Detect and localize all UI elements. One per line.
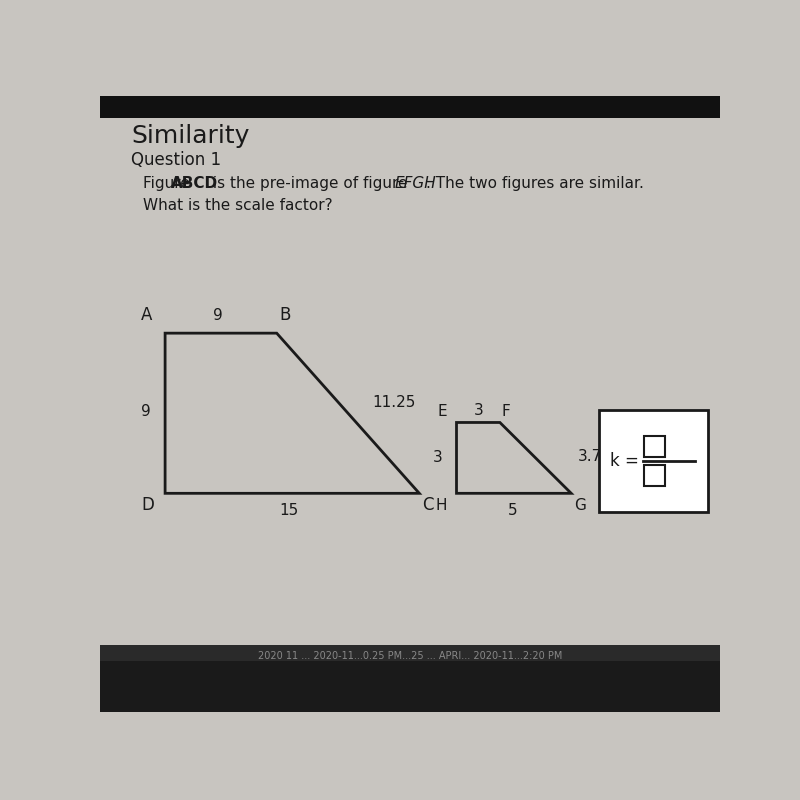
Text: What is the scale factor?: What is the scale factor? (143, 198, 333, 213)
Text: 9: 9 (141, 404, 151, 419)
Text: Figure: Figure (143, 176, 195, 191)
Text: . The two figures are similar.: . The two figures are similar. (426, 176, 643, 191)
Text: is the pre-image of figure: is the pre-image of figure (209, 176, 413, 191)
FancyBboxPatch shape (644, 465, 666, 486)
Text: 11.25: 11.25 (373, 394, 416, 410)
Text: 3.75: 3.75 (578, 449, 611, 464)
Text: 9: 9 (213, 308, 222, 322)
Text: Question 1: Question 1 (131, 151, 221, 170)
Text: EFGH: EFGH (394, 176, 436, 191)
Text: B: B (280, 306, 291, 324)
FancyBboxPatch shape (100, 96, 720, 118)
Text: 3: 3 (433, 450, 443, 465)
Text: 15: 15 (279, 502, 298, 518)
FancyBboxPatch shape (599, 410, 708, 512)
Text: 5: 5 (507, 502, 517, 518)
Text: 3: 3 (474, 402, 483, 418)
FancyBboxPatch shape (100, 646, 720, 661)
Text: F: F (502, 405, 510, 419)
Text: 2020 11 ... 2020-11...0.25 PM...25 ... APRI... 2020-11...2:20 PM: 2020 11 ... 2020-11...0.25 PM...25 ... A… (258, 651, 562, 661)
Text: A: A (142, 306, 153, 324)
Text: Similarity: Similarity (131, 124, 250, 148)
Text: E: E (438, 405, 447, 419)
Text: k =: k = (610, 452, 644, 470)
Text: H: H (436, 498, 447, 513)
Text: C: C (422, 496, 434, 514)
FancyBboxPatch shape (644, 436, 666, 458)
Text: ABCD: ABCD (171, 176, 218, 191)
Text: G: G (574, 498, 586, 513)
FancyBboxPatch shape (100, 660, 720, 712)
Text: D: D (142, 496, 154, 514)
